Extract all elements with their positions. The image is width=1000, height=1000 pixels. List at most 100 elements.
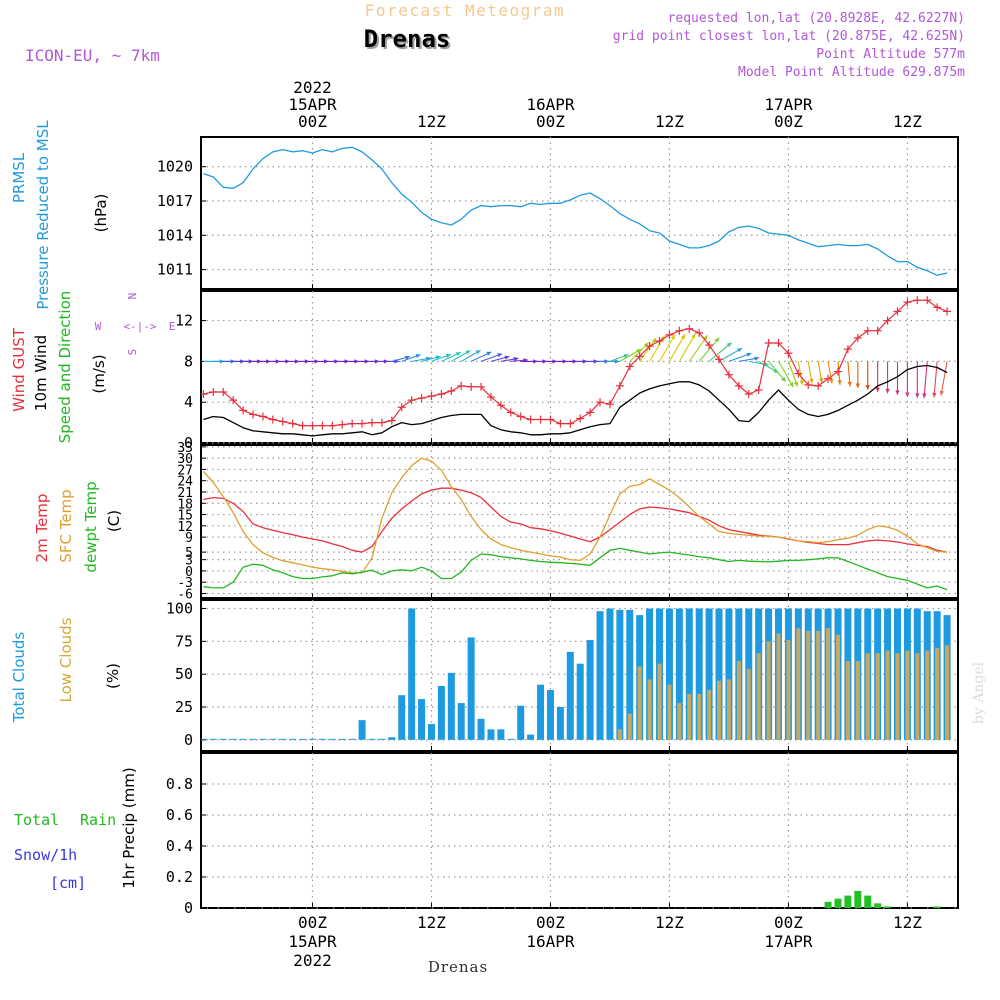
time-label-top: 12Z [655, 112, 684, 131]
precip-bar [874, 903, 882, 908]
time-label-bottom: 12Z [655, 913, 684, 932]
wind-ytick-label: 8 [184, 352, 193, 370]
total-cloud-bar [279, 738, 287, 740]
wind-gust-marker [873, 326, 882, 335]
precip-bar [884, 906, 892, 908]
total-cloud-bar [537, 684, 545, 740]
wind-direction-arrow [895, 361, 900, 395]
total-cloud-bar [546, 689, 554, 740]
total-cloud-bar [705, 608, 713, 740]
precip-ytick-label: 0.6 [166, 806, 193, 824]
wind-direction-arrow [678, 333, 696, 362]
wind-gust-marker [863, 326, 872, 335]
temp-2m-label: 2m Temp [33, 494, 51, 563]
wind-gust-marker [566, 419, 575, 428]
low-cloud-bar [687, 693, 692, 740]
wind-unit: (m/s) [90, 354, 108, 393]
compass-north: N [126, 293, 139, 300]
total-cloud-bar [249, 738, 257, 740]
wind-gust-marker [437, 390, 446, 399]
wind-direction-arrow [922, 361, 928, 399]
temperature-ytick-label: -3 [177, 576, 193, 591]
wind-direction-arrow [778, 361, 794, 388]
wind-direction-arrow [728, 352, 752, 362]
pressure-label-prmsl: PRMSL [10, 152, 28, 203]
wind-gust-marker [576, 414, 585, 423]
wind-gust-marker [219, 387, 228, 396]
low-clouds-label: Low Clouds [57, 617, 75, 702]
temperature-ytick-label: -6 [177, 587, 193, 602]
precip-bar [864, 895, 872, 908]
wind-direction-arrow [817, 361, 824, 383]
total-cloud-bar [715, 608, 723, 740]
wind-gust-marker [754, 385, 763, 394]
wind-direction-arrow [500, 356, 519, 362]
total-cloud-bar [398, 695, 406, 740]
time-label-top: 12Z [893, 112, 922, 131]
wind-direction-arrow [827, 361, 834, 384]
low-cloud-bar [736, 661, 741, 740]
wind-direction-arrow [619, 348, 642, 362]
temperature-ytick-label: 27 [177, 463, 193, 478]
wind-gust-marker [744, 390, 753, 399]
wind-gust-marker [288, 419, 297, 428]
wind-gust-marker [546, 415, 555, 424]
station-title-shadow: Drenas [366, 27, 453, 55]
wind-gust-marker [477, 382, 486, 391]
clouds-ytick-label: 100 [166, 600, 193, 618]
snow-unit: [cm] [50, 874, 86, 892]
temperature-ytick-label: 18 [177, 497, 193, 512]
wind-direction-arrow [865, 361, 870, 390]
low-cloud-bar [835, 634, 840, 740]
total-cloud-bar [497, 729, 505, 740]
wind-gust-marker [377, 418, 386, 427]
total-cloud-bar [239, 738, 247, 740]
wind-gust-marker [467, 382, 476, 391]
low-cloud-bar [627, 713, 632, 740]
time-label-bottom: 2022 [293, 951, 332, 970]
total-cloud-bar [527, 734, 535, 740]
wind-direction-arrow [441, 351, 462, 362]
wind-direction-arrow [401, 354, 421, 362]
wind-direction-arrow [431, 353, 452, 362]
wind-direction-arrow [708, 342, 732, 362]
low-cloud-bar [756, 653, 761, 740]
wind-gust-marker [258, 412, 267, 421]
compass-east: E [169, 320, 176, 333]
total-cloud-bar [507, 738, 515, 740]
wind-gust-label: Wind GUST [10, 327, 28, 412]
wind-gust-marker [201, 390, 208, 399]
time-label-top: 00Z [774, 112, 803, 131]
total-cloud-bar [517, 705, 525, 740]
wind-direction-arrow [698, 337, 720, 362]
total-cloud-bar [725, 608, 733, 740]
wind-gust-marker [843, 345, 852, 354]
chart-panels: 101110141017102004812-6-3035912151821242… [157, 136, 959, 917]
time-label-bottom: 00Z [536, 913, 565, 932]
total-clouds-label: Total Clouds [10, 632, 28, 724]
total-cloud-bar [646, 608, 654, 740]
precip-bar [854, 890, 862, 908]
wind-direction-arrow [391, 355, 411, 362]
wind-10m-label: 10m Wind [32, 335, 50, 411]
total-cloud-bar [259, 738, 267, 740]
wind-gust-line [203, 299, 948, 427]
wind-direction-arrow [768, 361, 787, 383]
low-cloud-bar [726, 679, 731, 740]
total-cloud-bar [556, 707, 564, 740]
time-label-top: 15APR [288, 95, 337, 114]
total-cloud-bar [229, 738, 237, 740]
precip-panel: 0 0.2 0.4 0.6 0.8 [166, 752, 959, 917]
low-cloud-bar [707, 689, 712, 740]
pressure-frame [200, 136, 959, 290]
wind-gust-marker [853, 333, 862, 342]
low-cloud-bar [796, 628, 801, 740]
time-label-top: 17APR [764, 95, 813, 114]
precip-bar [824, 901, 832, 908]
total-cloud-bar [378, 738, 386, 740]
wind-gust-marker [526, 415, 535, 424]
time-label-top: 00Z [536, 112, 565, 131]
pressure-panel: 1011 1014 1017 1020 [157, 136, 959, 290]
precip-ytick-label: 0.2 [166, 868, 193, 886]
